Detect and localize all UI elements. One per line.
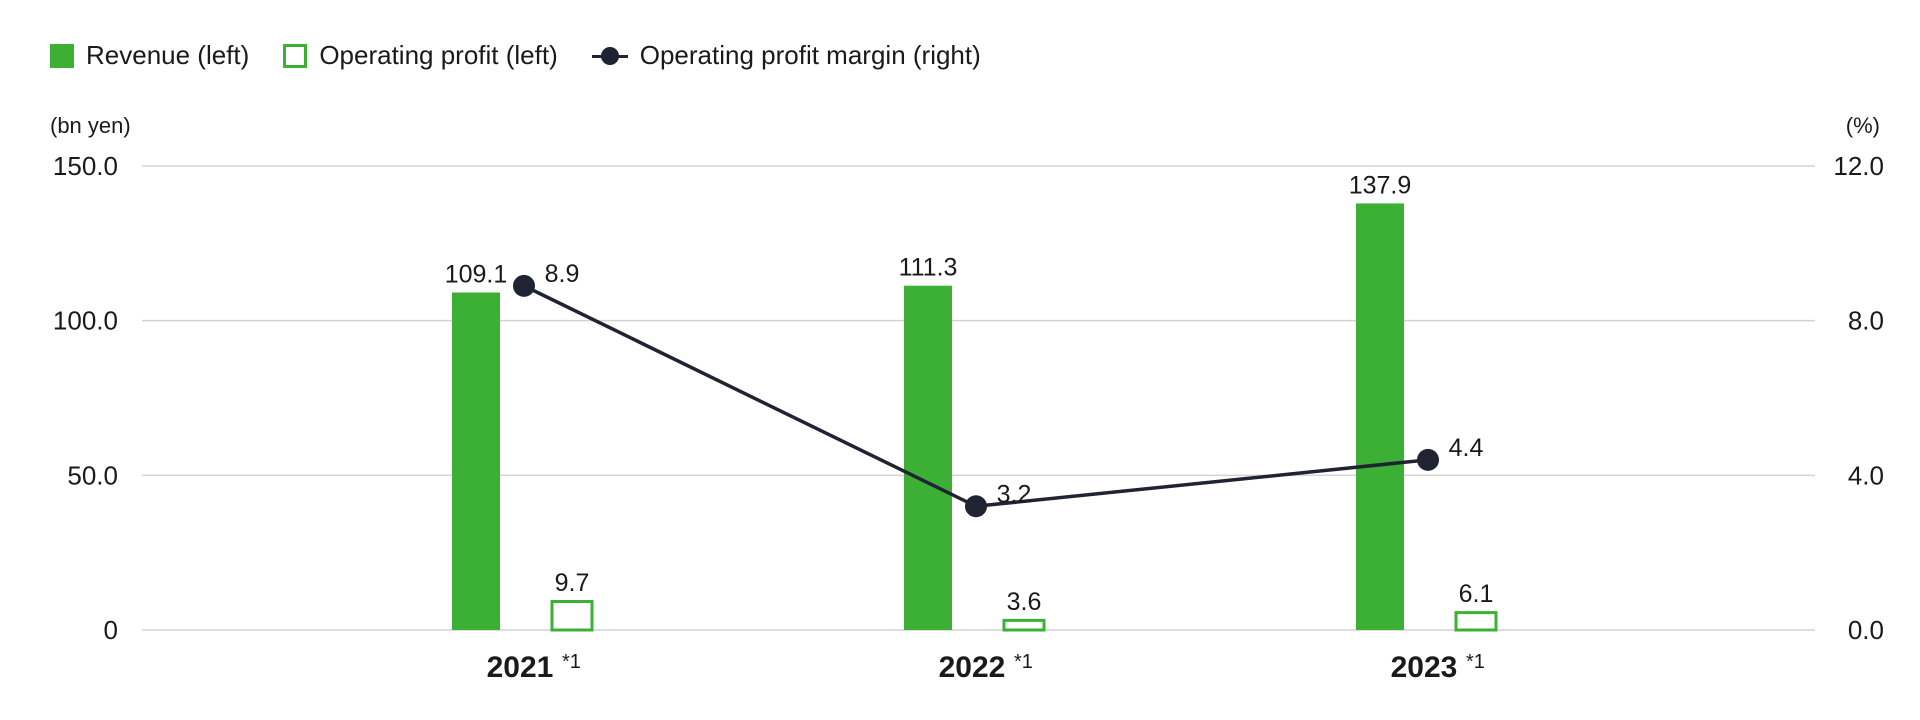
operating-profit-bar: [550, 599, 594, 632]
legend-swatch-operating-profit: [283, 43, 308, 68]
axis-ticks: 0 50.0 100.0 150.0 0.0 4.0 8.0 12.0: [53, 151, 1884, 645]
margin-point: [513, 274, 535, 297]
revenue-bar: [452, 292, 500, 630]
left-tick-label: 50.0: [67, 460, 118, 490]
margin-value-label: 4.4: [1449, 434, 1484, 462]
category-label: 2021: [487, 651, 554, 684]
margin-line-path: [523, 284, 1429, 509]
operating-profit-value-label: 3.6: [1007, 588, 1042, 616]
gridlines: [142, 165, 1815, 631]
left-axis-unit: (bn yen): [50, 113, 131, 138]
margin-point: [965, 495, 987, 518]
category-note: *1: [1466, 651, 1485, 673]
legend-item-revenue: Revenue (left): [50, 40, 249, 71]
right-tick-label: 12.0: [1833, 151, 1884, 181]
legend-swatch-revenue: [50, 43, 74, 68]
category-label: 2022: [939, 651, 1006, 684]
category-note: *1: [1014, 651, 1033, 673]
category-label: 2023: [1391, 651, 1458, 684]
revenue-bar: [1356, 203, 1404, 631]
legend-item-margin: Operating profit margin (right): [591, 40, 981, 71]
left-tick-label: 0: [104, 615, 118, 645]
operating-profit-value-label: 9.7: [555, 569, 590, 597]
legend-item-operating-profit: Operating profit (left): [283, 40, 558, 71]
right-tick-label: 8.0: [1848, 306, 1884, 336]
right-axis-unit: (%): [1846, 113, 1880, 138]
left-tick-label: 100.0: [53, 306, 118, 336]
legend-label-revenue: Revenue (left): [86, 40, 250, 70]
right-tick-label: 4.0: [1848, 460, 1884, 490]
legend-label-operating-profit: Operating profit (left): [319, 40, 558, 70]
operating-profit-bar: [1454, 611, 1498, 632]
margin-line: [513, 274, 1439, 518]
revenue-value-label: 111.3: [899, 254, 958, 282]
legend-label-margin: Operating profit margin (right): [639, 40, 981, 70]
data-labels: 109.1 111.3 137.9 9.7 3.6 6.1 8.9 3.2 4.4: [445, 171, 1494, 615]
legend: Revenue (left) Operating profit (left) O…: [50, 40, 981, 71]
category-labels: 2021 *1 2022 *1 2023 *1: [487, 651, 1485, 684]
revenue-value-label: 109.1: [445, 261, 508, 289]
bars: [452, 203, 1498, 632]
revenue-bar: [904, 285, 952, 630]
revenue-value-label: 137.9: [1349, 171, 1412, 199]
margin-value-label: 3.2: [997, 480, 1032, 508]
category-note: *1: [562, 651, 581, 673]
operating-profit-value-label: 6.1: [1459, 580, 1494, 608]
margin-value-label: 8.9: [545, 260, 580, 288]
margin-point: [1417, 448, 1439, 471]
operating-profit-bar: [1002, 618, 1046, 632]
legend-swatch-margin: [591, 44, 628, 68]
right-tick-label: 0.0: [1848, 615, 1884, 645]
left-tick-label: 150.0: [53, 151, 118, 181]
